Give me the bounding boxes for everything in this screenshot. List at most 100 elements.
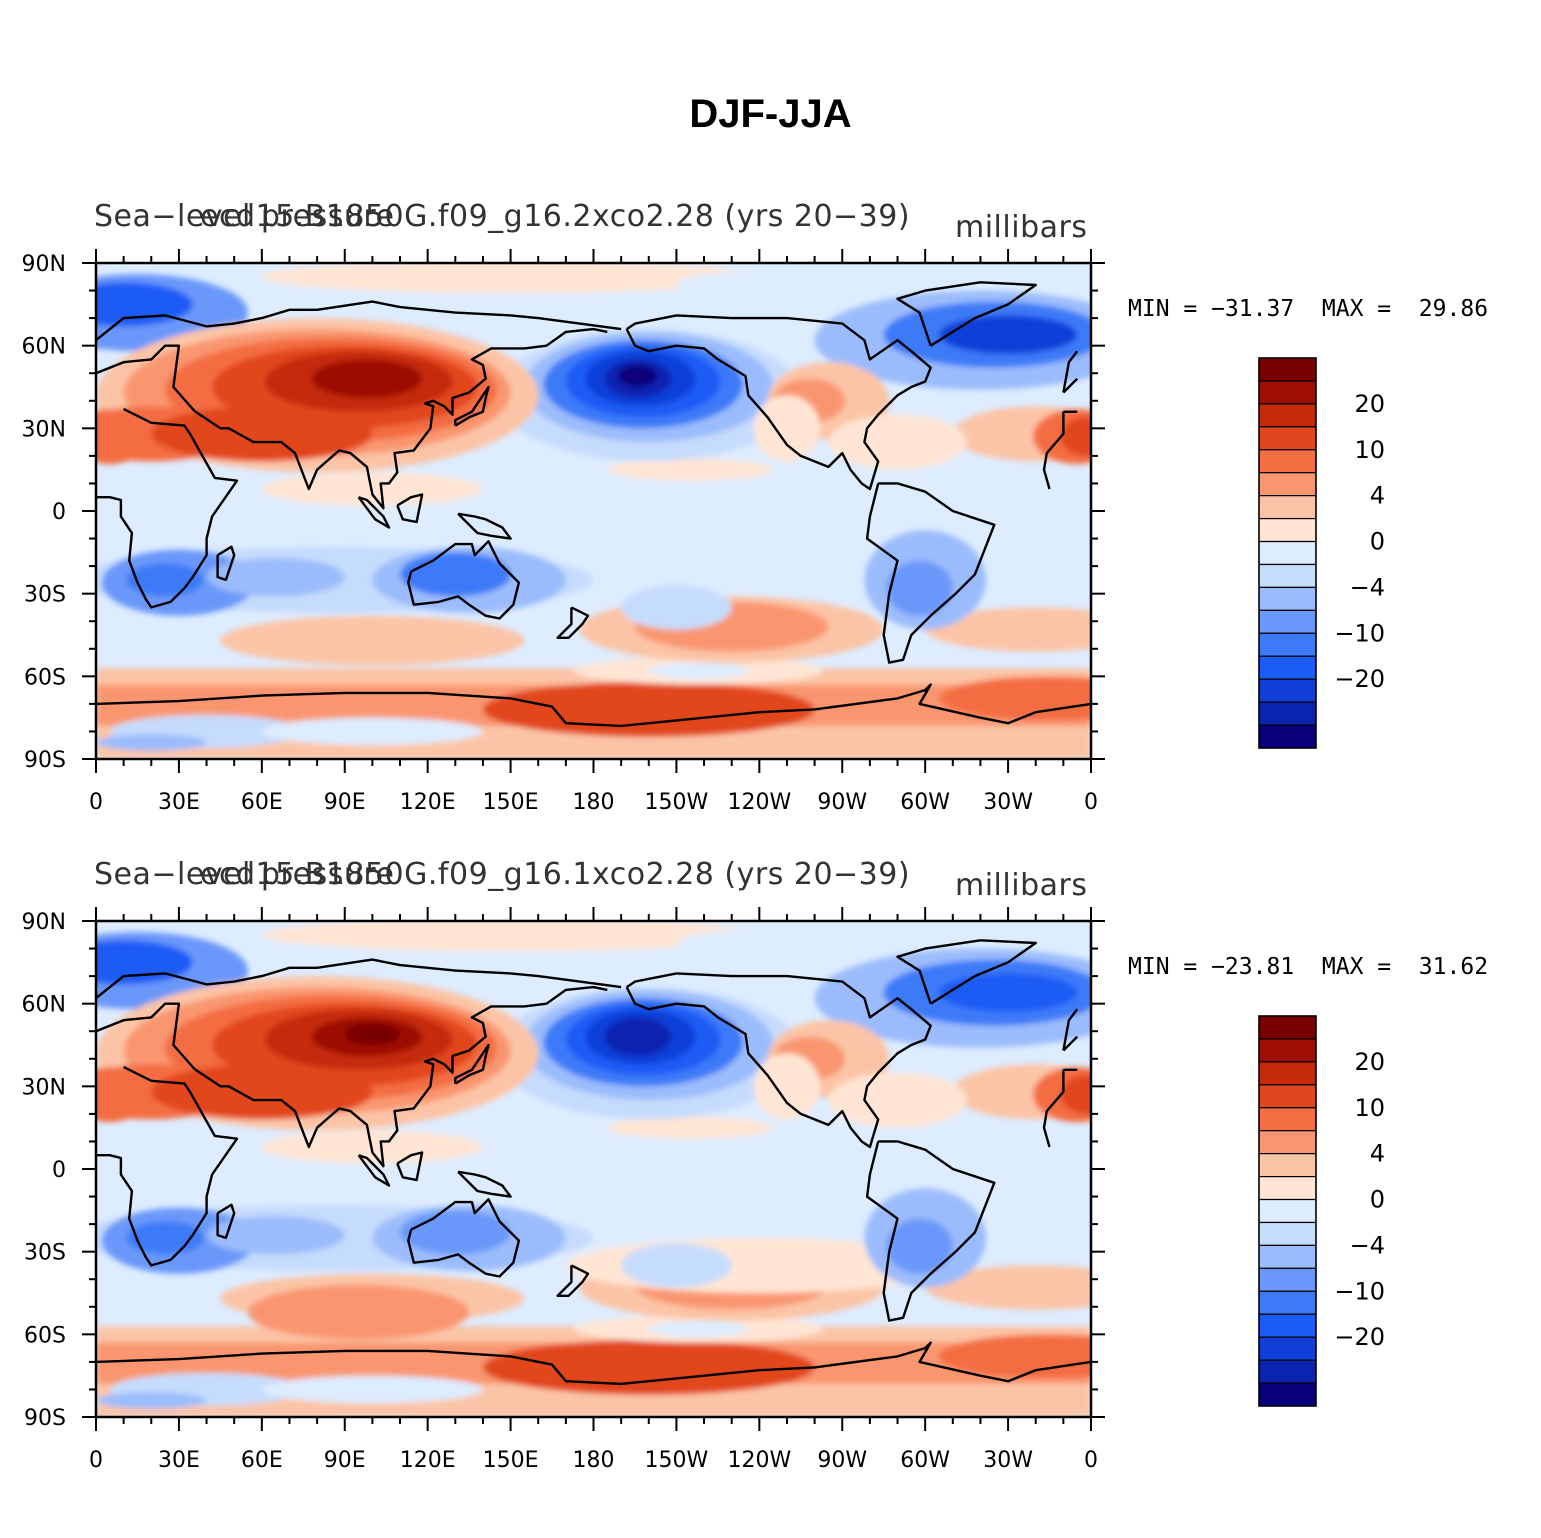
lon-tick-label: 120E [400, 1448, 456, 1473]
coastline [556, 606, 590, 639]
colorbar-swatch [1258, 609, 1317, 634]
contour-blob [482, 1339, 815, 1395]
coastline [896, 281, 1037, 347]
panel-case-label: ecd15.B1850G.f09_g16.1xco2.28 (yrs 20−39… [200, 857, 911, 892]
contour-blob [311, 359, 423, 399]
lon-tick-label: 150W [645, 790, 709, 815]
colorbar-swatch [1258, 1130, 1317, 1155]
lat-tick-label: 90N [22, 252, 66, 277]
colorbar-label: 0 [1370, 528, 1385, 556]
lon-tick-label: 0 [1084, 1448, 1098, 1473]
colorbar-label: 0 [1370, 1186, 1385, 1214]
colorbar-label: −4 [1350, 1231, 1385, 1259]
contour-blob [261, 717, 483, 746]
contour-blob [621, 1243, 732, 1288]
lon-tick-label: 90E [324, 1448, 366, 1473]
coastline [96, 958, 622, 1000]
max-value-label: MAX = 29.86 [1321, 296, 1489, 322]
colorbar-swatch [1258, 1359, 1317, 1384]
contour-blob [96, 940, 193, 985]
colorbar-label: −20 [1334, 665, 1385, 693]
contour-blob [261, 1375, 483, 1404]
contour-blob [753, 1053, 821, 1120]
map-panel-top: Sea−level pressure ecd15.B1850G.f09_g16.… [0, 0, 1541, 815]
coastlines [96, 939, 1091, 1386]
panel-variable-label: Sea−level pressure [94, 857, 395, 892]
contour-blob [96, 282, 193, 327]
lat-tick-label: 0 [52, 1158, 66, 1183]
contour-blob [96, 1392, 207, 1409]
map-panel-bottom: Sea−level pressure ecd15.B1850G.f09_g16.… [0, 658, 1541, 1473]
lon-tick-label: 90W [817, 790, 867, 815]
coastline [396, 1151, 424, 1182]
lon-tick-label: 150E [483, 790, 539, 815]
coastline [407, 540, 521, 620]
contour-blob [151, 1064, 373, 1120]
contour-blob [925, 607, 1091, 652]
contour-fill-layer [96, 921, 1091, 1417]
colorbar-swatch [1258, 563, 1317, 589]
contour-blob [604, 1017, 671, 1057]
axis-ticks [82, 907, 1105, 1431]
coastline [96, 683, 1091, 728]
colorbar-swatch [1258, 517, 1317, 543]
lon-tick-label: 150E [483, 1448, 539, 1473]
contour-blob [607, 458, 774, 481]
contour-blob [126, 563, 204, 597]
contour-blob [261, 921, 760, 952]
lat-tick-label: 90S [24, 748, 66, 773]
lon-tick-label: 0 [89, 1448, 103, 1473]
contour-blob [925, 1265, 1091, 1310]
contour-map: 90N 60N 30N 0 30S 60S 90S 0 30E 60E 90E 120E 150E 180… [22, 907, 1385, 1473]
coastline [1062, 1035, 1079, 1052]
coastline [1062, 350, 1079, 393]
lat-tick-label: 60N [22, 993, 66, 1018]
contour-blob [400, 1210, 511, 1255]
lat-tick-label: 30S [24, 583, 66, 608]
lat-tick-label: 90N [22, 910, 66, 935]
contour-blob [648, 1320, 749, 1338]
contour-blob [676, 271, 843, 299]
colorbar: 20 10 4 0 −4 −10 −20 [1258, 357, 1385, 749]
coastlines [96, 281, 1091, 728]
contour-blob [828, 1072, 967, 1128]
coastline [896, 939, 1037, 1005]
lon-tick-label: 120W [727, 1448, 791, 1473]
coastline [357, 496, 391, 529]
lon-tick-label: 180 [573, 790, 615, 815]
contour-blob [96, 483, 221, 539]
lat-tick-label: 90S [24, 1406, 66, 1431]
panel-variable-label: Sea−level pressure [94, 199, 395, 234]
colorbar-swatch [1258, 1382, 1317, 1407]
contour-blob [344, 1022, 401, 1045]
colorbar-swatch [1258, 1221, 1317, 1247]
coastline [407, 1198, 521, 1278]
contour-blob [648, 662, 749, 680]
colorbar-label: 10 [1354, 436, 1385, 464]
colorbar-label: 4 [1370, 1140, 1385, 1168]
colorbar-swatch [1258, 1244, 1317, 1269]
coastline [556, 1264, 590, 1297]
contour-blob [400, 552, 511, 597]
lon-tick-label: 90E [324, 790, 366, 815]
coastline [96, 1341, 1091, 1386]
colorbar-swatch [1258, 1107, 1317, 1132]
colorbar-swatch [1258, 472, 1317, 497]
contour-blob [248, 1284, 470, 1340]
colorbar-swatch [1258, 426, 1317, 451]
contour-blob [886, 1218, 953, 1274]
lon-tick-label: 60E [241, 1448, 283, 1473]
coastline [96, 300, 622, 342]
contour-blob [510, 1133, 898, 1189]
colorbar-swatch [1258, 1267, 1317, 1292]
panel-units-label: millibars [955, 868, 1088, 903]
lon-tick-label: 120W [727, 790, 791, 815]
min-value-label: MIN = −23.81 MAX = 31.62 [1128, 954, 1489, 980]
colorbar: 20 10 4 0 −4 −10 −20 [1258, 1015, 1385, 1407]
colorbar-swatch [1258, 1038, 1317, 1063]
colorbar-label: 20 [1354, 1048, 1385, 1076]
lat-tick-label: 60S [24, 665, 66, 690]
colorbar-swatch [1258, 1290, 1317, 1315]
coastline [96, 407, 239, 609]
lon-tick-label: 0 [1084, 790, 1098, 815]
